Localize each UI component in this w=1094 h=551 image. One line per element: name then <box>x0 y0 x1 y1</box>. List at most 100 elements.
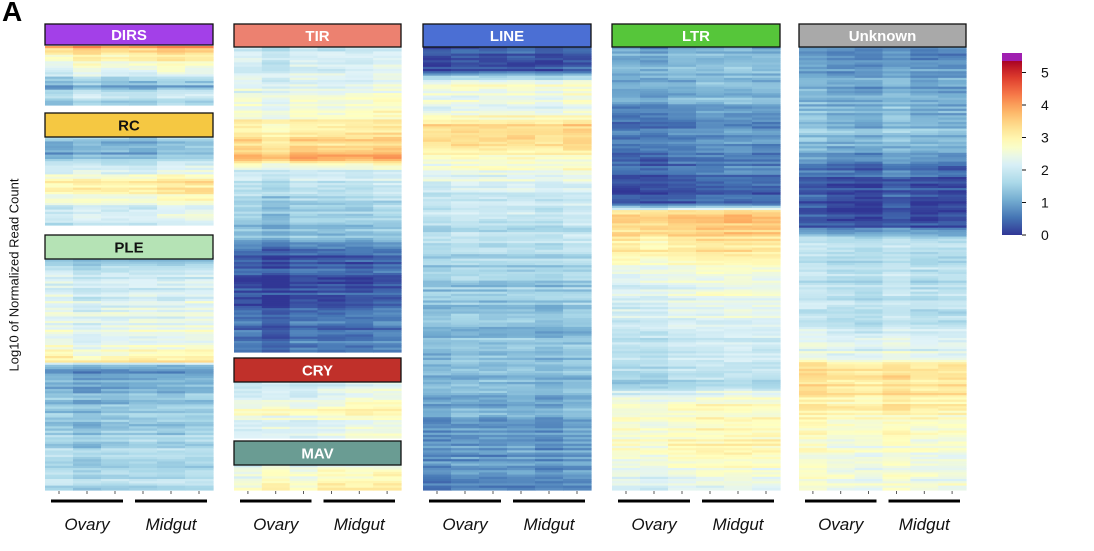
heatmap-cell <box>535 69 564 72</box>
heatmap-cell <box>752 84 781 88</box>
heatmap-cell <box>45 83 74 86</box>
heatmap-cell <box>234 325 263 329</box>
heatmap-cell <box>668 249 697 253</box>
heatmap-cell <box>423 448 452 451</box>
heatmap-cell <box>45 96 74 100</box>
heatmap-cell <box>261 413 291 417</box>
heatmap-cell <box>563 357 592 361</box>
heatmap-cell <box>854 102 884 105</box>
heatmap-cell <box>696 172 725 176</box>
heatmap-cell <box>640 75 669 79</box>
heatmap-cell <box>563 419 592 423</box>
heatmap-cell <box>696 315 725 319</box>
heatmap-cell <box>261 240 291 243</box>
heatmap-cell <box>451 326 480 330</box>
heatmap-cell <box>563 370 592 374</box>
heatmap-cell <box>479 108 508 112</box>
heatmap-cell <box>535 166 564 169</box>
heatmap-cell <box>752 143 781 147</box>
heatmap-cell <box>938 132 967 136</box>
heatmap-cell <box>668 351 697 354</box>
heatmap-cell <box>752 404 781 407</box>
heatmap-cell <box>451 459 480 462</box>
heatmap-cell <box>261 233 291 237</box>
heatmap-cell <box>317 330 346 333</box>
heatmap-cell <box>423 249 452 253</box>
heatmap-cell <box>317 257 346 261</box>
heatmap-cell <box>373 253 402 257</box>
heatmap-cell <box>129 94 158 97</box>
heatmap-cell <box>45 408 74 412</box>
heatmap-cell <box>826 183 856 187</box>
heatmap-cell <box>73 399 102 403</box>
heatmap-cell <box>507 58 536 61</box>
heatmap-cell <box>289 169 319 173</box>
heatmap-cell <box>882 194 911 198</box>
heatmap-cell <box>826 73 856 77</box>
heatmap-cell <box>45 474 74 478</box>
heatmap-cell <box>882 55 911 59</box>
heatmap-cell <box>938 148 967 152</box>
heatmap-cell <box>423 60 452 64</box>
heatmap-cell <box>101 303 130 307</box>
heatmap-cell <box>185 63 214 67</box>
heatmap-cell <box>724 315 753 319</box>
heatmap-cell <box>157 362 186 366</box>
heatmap-cell <box>535 384 564 388</box>
heatmap-cell <box>752 141 781 145</box>
heatmap-cell <box>479 448 508 451</box>
heatmap-cell <box>373 431 402 435</box>
heatmap-cell <box>507 77 536 81</box>
heatmap-cell <box>640 285 669 288</box>
heatmap-cell <box>640 289 669 293</box>
heatmap-cell <box>451 370 480 374</box>
heatmap-cell <box>910 196 939 200</box>
heatmap-cell <box>289 474 319 477</box>
heatmap-cell <box>563 88 592 92</box>
heatmap-cell <box>157 320 186 324</box>
heatmap-cell <box>234 297 263 300</box>
heatmap-cell <box>451 395 480 399</box>
heatmap-cell <box>799 77 828 81</box>
heatmap-cell <box>289 478 319 482</box>
heatmap-cell <box>724 300 753 304</box>
heatmap-cell <box>724 55 753 59</box>
heatmap-cell <box>373 248 402 252</box>
heatmap-cell <box>157 391 186 394</box>
heatmap-cell <box>289 420 319 423</box>
heatmap-cell <box>724 82 753 86</box>
heatmap-cell <box>451 117 480 121</box>
heatmap-cell <box>373 279 402 283</box>
heatmap-cell <box>563 417 592 421</box>
heatmap-cell <box>612 485 641 489</box>
heatmap-cell <box>938 66 967 70</box>
heatmap-cell <box>668 55 697 59</box>
heatmap-cell <box>261 248 291 252</box>
heatmap-cell <box>234 290 263 294</box>
heatmap-cell <box>668 333 697 337</box>
heatmap-cell <box>535 225 564 229</box>
heatmap-cell <box>261 345 291 349</box>
heatmap-cell <box>345 299 374 303</box>
heatmap-cell <box>73 329 102 333</box>
heatmap-cell <box>752 247 781 251</box>
heatmap-cell <box>185 48 214 51</box>
heatmap-cell <box>724 379 753 383</box>
heatmap-cell <box>423 346 452 350</box>
heatmap-cell <box>234 104 263 107</box>
heatmap-cell <box>289 134 319 138</box>
heatmap-cell <box>535 221 564 224</box>
heatmap-cell <box>234 55 263 59</box>
heatmap-cell <box>752 163 781 167</box>
heatmap-cell <box>345 132 374 136</box>
heatmap-cell <box>612 121 641 125</box>
heatmap-cell <box>910 66 939 70</box>
heatmap-cell <box>668 481 697 484</box>
heatmap-cell <box>910 135 939 138</box>
heatmap-cell <box>507 329 536 332</box>
heatmap-cell <box>317 178 346 182</box>
heatmap-cell <box>535 304 564 308</box>
heatmap-cell <box>752 256 781 260</box>
heatmap-cell <box>234 207 263 210</box>
heatmap-cell <box>724 64 753 68</box>
